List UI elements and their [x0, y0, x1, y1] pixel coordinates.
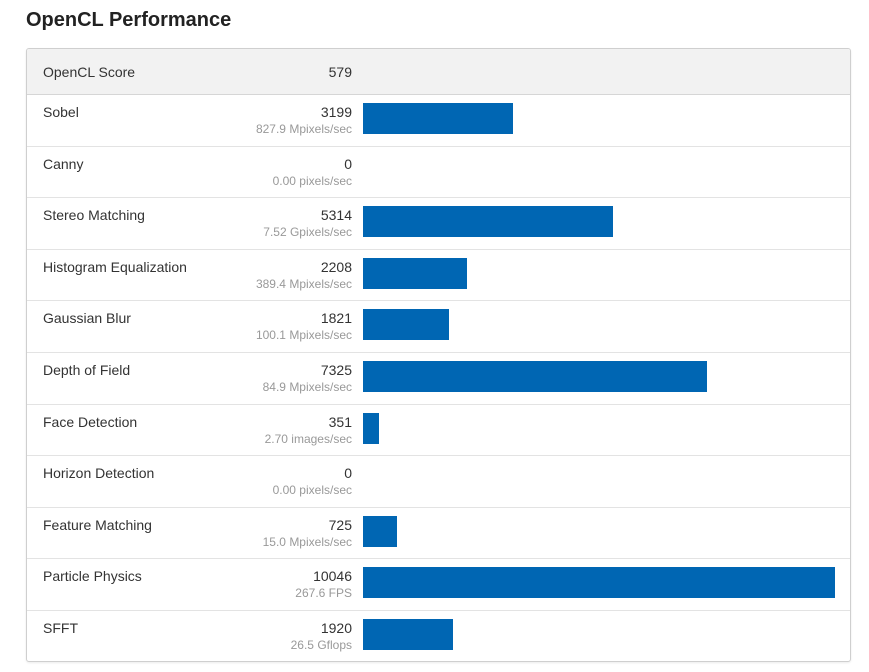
- table-row: Canny 0 0.00 pixels/sec: [27, 147, 850, 199]
- benchmark-rate: 2.70 images/sec: [264, 431, 352, 446]
- benchmark-name: Gaussian Blur: [43, 310, 131, 327]
- score-bar: [363, 360, 708, 392]
- bar-track: [363, 206, 835, 238]
- benchmark-rate: 267.6 FPS: [295, 586, 352, 601]
- score-bar: [363, 412, 380, 444]
- benchmark-score: 2208: [320, 258, 352, 275]
- benchmark-rate: 389.4 Mpixels/sec: [255, 276, 352, 291]
- table-row: Feature Matching 725 15.0 Mpixels/sec: [27, 508, 850, 560]
- table-row: Particle Physics 10046 267.6 FPS: [27, 559, 850, 611]
- benchmark-name: Face Detection: [43, 413, 138, 430]
- table-row: SFFT 1920 26.5 Gflops: [27, 611, 850, 661]
- benchmark-score: 0: [344, 155, 352, 172]
- summary-score: 579: [328, 64, 352, 80]
- bar-track: [363, 309, 835, 341]
- summary-label: OpenCL Score: [43, 64, 136, 80]
- score-bar: [363, 309, 449, 341]
- benchmark-rate: 84.9 Mpixels/sec: [262, 379, 352, 394]
- benchmark-name: Histogram Equalization: [43, 258, 187, 275]
- benchmark-score: 5314: [320, 207, 352, 224]
- table-row: Face Detection 351 2.70 images/sec: [27, 405, 850, 457]
- benchmark-rows: Sobel 3199 827.9 Mpixels/sec Canny 0 0.00 pix…: [27, 95, 850, 661]
- table-row: Gaussian Blur 1821 100.1 Mpixels/sec: [27, 301, 850, 353]
- bar-track: [363, 567, 835, 599]
- table-row: Depth of Field 7325 84.9 Mpixels/sec: [27, 353, 850, 405]
- benchmark-name: Canny: [43, 155, 84, 172]
- benchmark-score: 0: [344, 465, 352, 482]
- bar-track: [363, 618, 835, 650]
- benchmark-rate: 26.5 Gflops: [290, 637, 352, 652]
- benchmark-rate: 15.0 Mpixels/sec: [262, 534, 352, 549]
- benchmark-rate: 100.1 Mpixels/sec: [255, 328, 352, 343]
- score-bar: [363, 515, 398, 547]
- table-row: Horizon Detection 0 0.00 pixels/sec: [27, 456, 850, 508]
- benchmark-score: 351: [328, 413, 352, 430]
- benchmark-name: Stereo Matching: [43, 207, 145, 224]
- table-row: Histogram Equalization 2208 389.4 Mpixels/…: [27, 250, 850, 302]
- benchmark-rate: 0.00 pixels/sec: [272, 483, 352, 498]
- benchmark-rate: 827.9 Mpixels/sec: [255, 122, 352, 136]
- benchmark-score: 10046: [313, 568, 352, 585]
- benchmark-score: 1821: [320, 310, 352, 327]
- table-row: Stereo Matching 5314 7.52 Gpixels/sec: [27, 198, 850, 250]
- bar-track: [363, 360, 835, 392]
- benchmark-name: Particle Physics: [43, 568, 142, 585]
- benchmark-rate: 7.52 Gpixels/sec: [263, 225, 352, 240]
- benchmark-rate: 0.00 pixels/sec: [272, 173, 352, 188]
- bar-track: [363, 412, 835, 444]
- benchmark-name: Depth of Field: [43, 361, 131, 378]
- benchmark-name: Sobel: [43, 104, 79, 120]
- bar-track: [363, 155, 835, 186]
- score-bar: [363, 206, 613, 238]
- bar-track: [363, 464, 835, 495]
- results-table: OpenCL Score 579 Sobel 3199 827.9 Mpixels/…: [26, 48, 851, 662]
- benchmark-name: SFFT: [43, 619, 78, 636]
- benchmark-name: Horizon Detection: [43, 465, 155, 482]
- benchmark-score: 7325: [320, 361, 352, 378]
- bar-track: [363, 103, 835, 134]
- benchmark-score: 1920: [320, 619, 352, 636]
- bar-track: [363, 257, 835, 289]
- benchmark-score: 3199: [320, 104, 352, 120]
- score-bar: [363, 618, 454, 650]
- score-bar: [363, 257, 467, 289]
- score-bar: [363, 567, 835, 599]
- score-bar: [363, 103, 514, 134]
- bar-track: [363, 515, 835, 547]
- benchmark-name: Feature Matching: [43, 516, 152, 533]
- table-row: Sobel 3199 827.9 Mpixels/sec: [27, 95, 850, 147]
- page-title: OpenCL Performance: [26, 9, 232, 31]
- summary-row: OpenCL Score 579: [27, 49, 850, 95]
- benchmark-score: 725: [328, 516, 352, 533]
